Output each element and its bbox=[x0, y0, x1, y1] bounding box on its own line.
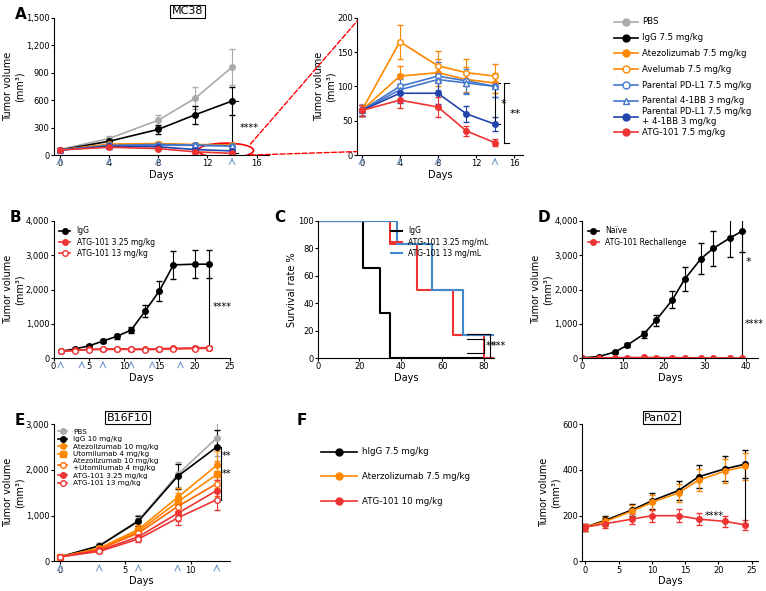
Y-axis label: Tumor volume
(mm³): Tumor volume (mm³) bbox=[532, 255, 553, 324]
X-axis label: Days: Days bbox=[658, 576, 683, 586]
ATG-101 3.25 mg/mL bbox=[413, 241, 422, 248]
ATG-101 13 mg/mL bbox=[427, 286, 437, 293]
Text: ATG-101 7.5 mg/kg: ATG-101 7.5 mg/kg bbox=[643, 128, 725, 137]
Text: Parental 4-1BB 3 mg/kg: Parental 4-1BB 3 mg/kg bbox=[643, 96, 745, 105]
Y-axis label: Survival rate %: Survival rate % bbox=[286, 252, 296, 327]
Text: hIgG 7.5 mg/kg: hIgG 7.5 mg/kg bbox=[362, 447, 428, 456]
Text: ****: **** bbox=[240, 122, 258, 132]
ATG-101 13 mg/mL bbox=[313, 217, 322, 225]
ATG-101 13 mg/mL bbox=[458, 332, 467, 339]
Text: ATG-101 10 mg/kg: ATG-101 10 mg/kg bbox=[362, 496, 443, 505]
IgG bbox=[359, 264, 368, 271]
Text: MC38: MC38 bbox=[172, 7, 203, 17]
Y-axis label: Tumor volume
(mm³): Tumor volume (mm³) bbox=[3, 458, 25, 527]
Legend: Naïve, ATG-101 Rechallenge: Naïve, ATG-101 Rechallenge bbox=[584, 223, 689, 249]
Y-axis label: Tumor volume
(mm³): Tumor volume (mm³) bbox=[3, 255, 25, 324]
ATG-101 3.25 mg/mL bbox=[479, 355, 488, 362]
Text: ****: **** bbox=[705, 511, 724, 521]
ATG-101 13 mg/mL bbox=[427, 241, 437, 248]
IgG bbox=[375, 309, 385, 316]
IgG bbox=[386, 355, 395, 362]
ATG-101 3.25 mg/mL bbox=[386, 217, 395, 225]
Y-axis label: Tumor volume
(mm³): Tumor volume (mm³) bbox=[3, 52, 25, 121]
Text: Parental PD-L1 7.5 mg/kg
+ 4-1BB 3 mg/kg: Parental PD-L1 7.5 mg/kg + 4-1BB 3 mg/kg bbox=[643, 107, 751, 126]
Text: **: ** bbox=[510, 109, 522, 119]
X-axis label: Days: Days bbox=[394, 373, 418, 383]
Text: C: C bbox=[274, 210, 285, 225]
Y-axis label: Tumor volume
(mm³): Tumor volume (mm³) bbox=[314, 52, 336, 121]
IgG bbox=[313, 217, 322, 225]
Text: **: ** bbox=[222, 451, 231, 461]
X-axis label: Days: Days bbox=[149, 170, 174, 180]
Text: B16F10: B16F10 bbox=[106, 413, 149, 423]
ATG-101 13 mg/mL bbox=[489, 332, 499, 339]
Text: Aterzolizumab 7.5 mg/kg: Aterzolizumab 7.5 mg/kg bbox=[362, 472, 470, 481]
Text: ***: *** bbox=[492, 341, 506, 351]
Legend: IgG, ATG-101 3.25 mg/mL, ATG-101 13 mg/mL: IgG, ATG-101 3.25 mg/mL, ATG-101 13 mg/m… bbox=[388, 223, 492, 261]
Text: B: B bbox=[10, 210, 21, 225]
Line: ATG-101 3.25 mg/mL: ATG-101 3.25 mg/mL bbox=[318, 221, 494, 358]
Line: IgG: IgG bbox=[318, 221, 494, 358]
ATG-101 3.25 mg/mL bbox=[448, 332, 457, 339]
IgG bbox=[375, 264, 385, 271]
ATG-101 3.25 mg/mL bbox=[448, 286, 457, 293]
ATG-101 13 mg/mL bbox=[392, 217, 401, 225]
IgG bbox=[489, 355, 499, 362]
X-axis label: Days: Days bbox=[129, 373, 154, 383]
X-axis label: Days: Days bbox=[658, 373, 683, 383]
Text: IgG 7.5 mg/kg: IgG 7.5 mg/kg bbox=[643, 33, 703, 42]
Text: PBS: PBS bbox=[643, 17, 659, 27]
Text: Pan02: Pan02 bbox=[644, 413, 679, 423]
X-axis label: Days: Days bbox=[129, 576, 154, 586]
ATG-101 3.25 mg/mL bbox=[413, 286, 422, 293]
Text: D: D bbox=[538, 210, 551, 225]
Text: *: * bbox=[501, 99, 506, 109]
ATG-101 3.25 mg/mL bbox=[313, 217, 322, 225]
X-axis label: Days: Days bbox=[428, 170, 453, 180]
Legend: IgG, ATG-101 3.25 mg/kg, ATG-101 13 mg/kg: IgG, ATG-101 3.25 mg/kg, ATG-101 13 mg/k… bbox=[56, 223, 158, 261]
ATG-101 3.25 mg/mL bbox=[489, 355, 499, 362]
Text: **: ** bbox=[222, 469, 231, 479]
Text: ****: **** bbox=[745, 319, 764, 329]
Text: *: * bbox=[745, 257, 751, 267]
Text: Avelumab 7.5 mg/kg: Avelumab 7.5 mg/kg bbox=[643, 65, 732, 74]
ATG-101 3.25 mg/mL bbox=[479, 332, 488, 339]
Text: ****: **** bbox=[213, 302, 232, 312]
Text: A: A bbox=[15, 7, 27, 22]
ATG-101 3.25 mg/mL bbox=[386, 241, 395, 248]
ATG-101 13 mg/mL bbox=[392, 241, 401, 248]
Text: E: E bbox=[15, 413, 25, 428]
Text: Atezolizumab 7.5 mg/kg: Atezolizumab 7.5 mg/kg bbox=[643, 49, 747, 58]
IgG bbox=[386, 309, 395, 316]
ATG-101 13 mg/mL bbox=[458, 286, 467, 293]
Y-axis label: Tumor volume
(mm³): Tumor volume (mm³) bbox=[539, 458, 561, 527]
IgG bbox=[359, 217, 368, 225]
Legend: PBS, IgG 10 mg/kg, Atezolizumab 10 mg/kg, Utomilumab 4 mg/kg, Atezolizumab 10 mg: PBS, IgG 10 mg/kg, Atezolizumab 10 mg/kg… bbox=[55, 426, 162, 489]
Line: ATG-101 13 mg/mL: ATG-101 13 mg/mL bbox=[318, 221, 494, 335]
Text: F: F bbox=[296, 413, 307, 428]
Text: **: ** bbox=[486, 341, 496, 351]
Text: Parental PD-L1 7.5 mg/kg: Parental PD-L1 7.5 mg/kg bbox=[643, 80, 751, 89]
